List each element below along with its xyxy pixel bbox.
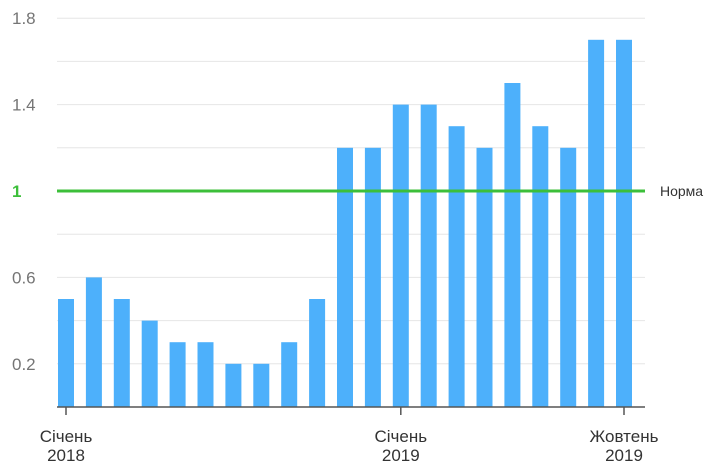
bar	[504, 83, 521, 407]
bar	[141, 320, 158, 407]
bar	[85, 277, 102, 407]
bar	[476, 147, 493, 408]
bar	[364, 147, 381, 408]
bar	[225, 363, 242, 407]
bar	[448, 126, 465, 407]
y-tick-label: 0.6	[12, 268, 36, 287]
bar	[420, 104, 437, 407]
y-tick-label: 1	[12, 182, 21, 201]
bar	[253, 363, 270, 407]
x-tick-label-year: 2018	[47, 446, 85, 464]
reference-line-group: Норма	[57, 183, 703, 199]
bar	[58, 299, 74, 407]
reference-line-label: Норма	[660, 183, 703, 199]
bar	[169, 342, 186, 407]
bars	[58, 39, 632, 408]
x-tick-label: Січень	[40, 427, 93, 446]
bar	[337, 147, 353, 408]
bar	[560, 147, 577, 408]
bar	[113, 299, 130, 407]
bar	[281, 342, 298, 407]
x-tick-label: Січень	[374, 427, 427, 446]
x-tick-label-year: 2019	[605, 446, 643, 464]
bar	[392, 104, 409, 407]
bar	[309, 299, 326, 407]
bar	[532, 126, 549, 407]
y-axis-labels: 0.2 0.6 1 1.4 1.8	[12, 9, 36, 374]
bar	[197, 342, 214, 407]
x-axis	[57, 406, 645, 415]
x-tick-label-year: 2019	[382, 446, 420, 464]
y-tick-label: 1.4	[12, 96, 36, 115]
y-tick-label: 1.8	[12, 9, 36, 28]
bar	[616, 39, 632, 408]
y-tick-label: 0.2	[12, 355, 36, 374]
x-tick-label: Жовтень	[590, 427, 659, 446]
bar	[588, 39, 605, 408]
